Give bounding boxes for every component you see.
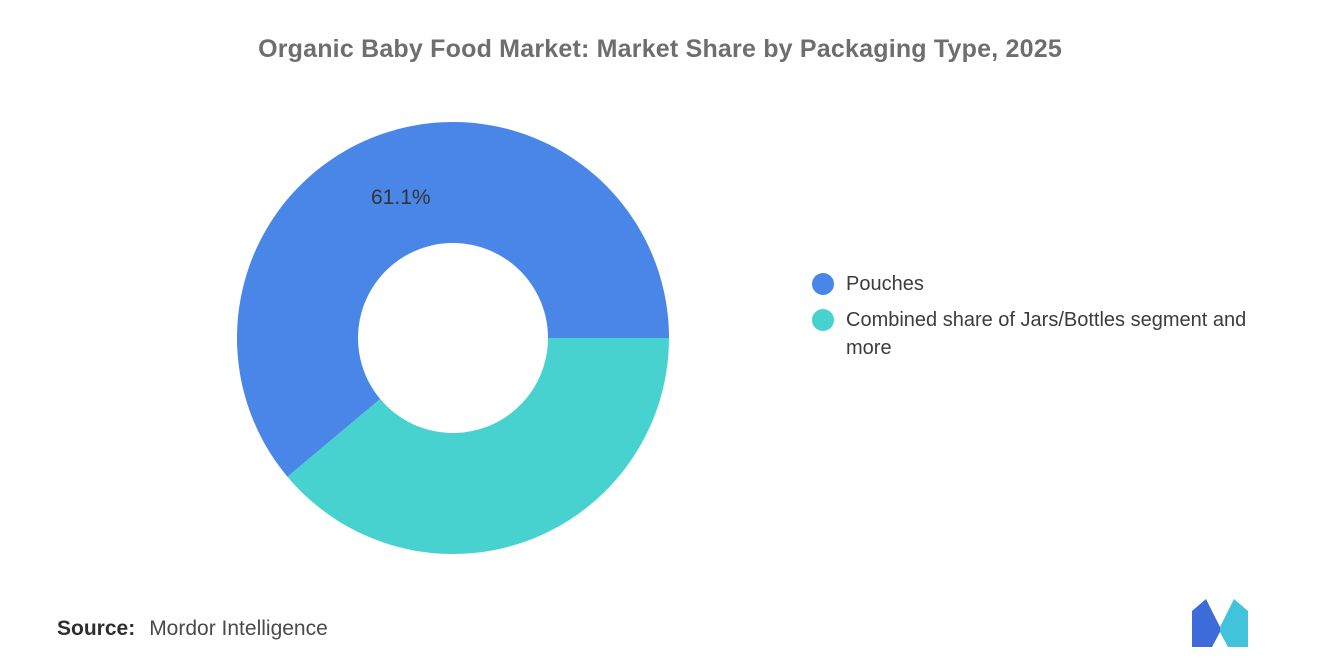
donut-svg: [236, 122, 669, 555]
mordor-intelligence-logo-icon: [1192, 599, 1248, 647]
slice-label-pouches: 61.1%: [371, 186, 431, 209]
chart-title: Organic Baby Food Market: Market Share b…: [258, 35, 1062, 63]
donut-slice-combined[interactable]: [287, 338, 669, 555]
donut-slice-pouches[interactable]: [236, 122, 669, 477]
legend-item-pouches[interactable]: Pouches: [812, 270, 1266, 298]
source-row: Source: Mordor Intelligence: [57, 617, 328, 641]
donut-chart: 61.1%: [233, 118, 673, 558]
legend-label-jars-bottles: Combined share of Jars/Bottles segment a…: [846, 309, 1247, 359]
logo-left-shape: [1192, 599, 1220, 647]
source-prefix: Source:: [57, 617, 136, 640]
legend-label-pouches: Pouches: [846, 273, 924, 295]
legend-dot-pouches: [812, 273, 834, 295]
chart-legend: Pouches Combined share of Jars/Bottles s…: [812, 270, 1266, 362]
legend-dot-jars-bottles: [812, 309, 834, 331]
logo-notch: [1212, 632, 1228, 647]
legend-item-jars-bottles[interactable]: Combined share of Jars/Bottles segment a…: [812, 306, 1266, 362]
source-text: Mordor Intelligence: [149, 617, 328, 640]
logo-right-shape: [1220, 599, 1248, 647]
